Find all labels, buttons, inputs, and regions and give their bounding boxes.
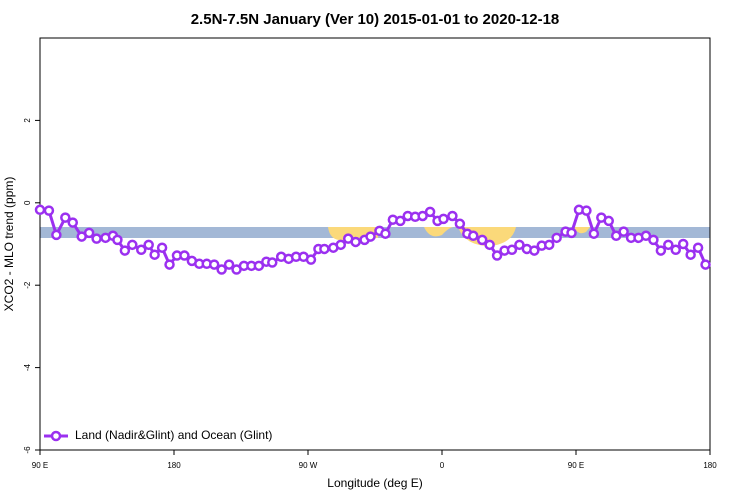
legend-marker [50, 430, 62, 442]
y-tick-label: -6 [23, 446, 32, 454]
data-point [267, 257, 278, 268]
data-point [640, 230, 652, 242]
legend-label: Land (Nadir&Glint) and Ocean (Glint) [75, 428, 272, 442]
data-point [350, 236, 361, 248]
data-point [447, 210, 458, 222]
data-point [223, 259, 235, 270]
y-tick-label: -2 [23, 281, 32, 289]
x-tick-label: 0 [440, 461, 445, 470]
data-point [603, 215, 615, 227]
data-point [581, 205, 592, 216]
data-point [119, 245, 131, 256]
data-point [655, 245, 667, 256]
data-point [135, 244, 147, 256]
data-point [179, 250, 190, 261]
data-point [663, 239, 674, 251]
y-tick-label: -4 [23, 363, 32, 371]
data-point [484, 239, 495, 251]
y-tick-label: 0 [23, 200, 32, 205]
data-point [417, 210, 428, 222]
data-point [685, 249, 696, 260]
data-point [51, 229, 62, 241]
data-point [551, 232, 562, 244]
data-point [216, 264, 227, 275]
x-tick-label: 90 E [568, 461, 584, 470]
data-point [365, 231, 376, 242]
data-point [529, 245, 540, 256]
data-point [164, 259, 175, 270]
data-point [566, 227, 577, 239]
data-point [438, 213, 449, 225]
data-point [610, 230, 622, 242]
data-point [476, 234, 488, 246]
data-point [543, 239, 555, 251]
x-tick-label: 180 [167, 461, 181, 470]
data-point [156, 242, 168, 253]
x-tick-label: 90 E [32, 461, 48, 470]
y-tick-label: 2 [23, 118, 32, 123]
data-point [454, 218, 466, 230]
data-point [468, 230, 479, 242]
data-point [700, 259, 711, 270]
data-point [253, 260, 265, 272]
data-point [208, 259, 220, 270]
data-point [305, 254, 317, 265]
y-axis-label: XCO2 - MLO trend (ppm) [2, 177, 16, 312]
data-point [491, 250, 503, 261]
data-point [60, 212, 71, 223]
plot-frame [39, 37, 711, 451]
data-point [319, 243, 330, 255]
data-point [83, 227, 95, 239]
data-point [514, 239, 525, 251]
data-point [648, 234, 659, 246]
x-axis-label: Longitude (deg E) [327, 476, 422, 490]
data-point [380, 228, 391, 239]
data-point [670, 244, 682, 256]
land-patch [574, 227, 590, 234]
data-point [91, 233, 102, 244]
land-patch [424, 226, 456, 237]
data-point [67, 217, 79, 228]
data-point [677, 238, 689, 250]
data-point [692, 242, 704, 253]
data-point [335, 239, 347, 251]
data-point [112, 234, 123, 246]
x-tick-label: 180 [703, 461, 717, 470]
data-point [149, 249, 160, 260]
data-point [143, 239, 154, 251]
data-point [395, 215, 406, 227]
data-point [43, 205, 55, 216]
data-point [127, 239, 138, 251]
data-point [588, 228, 600, 239]
x-tick-label: 90 W [299, 461, 318, 470]
data-point [34, 204, 46, 216]
chart-title: 2.5N-7.5N January (Ver 10) 2015-01-01 to… [191, 11, 560, 28]
data-point [424, 206, 436, 218]
data-point [618, 226, 629, 237]
data-point [506, 244, 518, 256]
